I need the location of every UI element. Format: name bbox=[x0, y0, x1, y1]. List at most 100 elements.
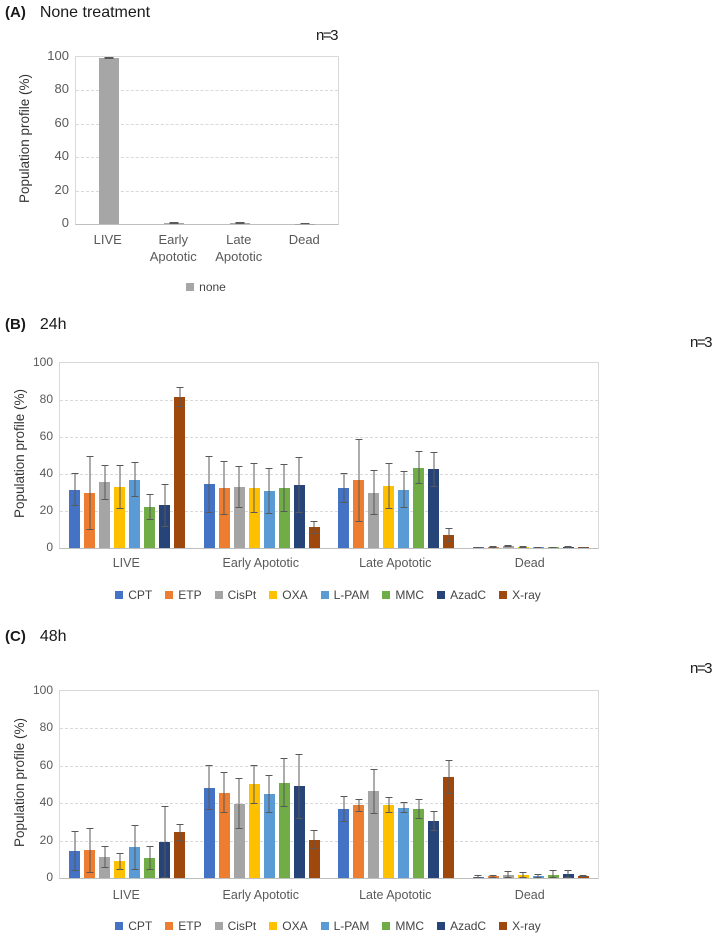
legend-swatch-icon bbox=[382, 922, 391, 930]
error-bar bbox=[355, 438, 363, 523]
error-bar bbox=[86, 827, 94, 873]
panel-letter: (B) bbox=[5, 316, 26, 333]
error-bar-cap bbox=[235, 222, 245, 224]
gridline bbox=[60, 803, 598, 805]
error-bar-cap bbox=[101, 498, 109, 500]
legend-swatch-icon bbox=[320, 922, 329, 930]
error-bar bbox=[235, 222, 245, 224]
bar-mmc-late-apototic bbox=[413, 808, 425, 878]
plot-area bbox=[59, 690, 599, 879]
error-bar-line bbox=[253, 462, 255, 513]
bar-slot bbox=[159, 691, 171, 878]
error-bar-cap bbox=[430, 830, 438, 832]
bar-slot bbox=[413, 363, 425, 548]
legend-swatch-icon bbox=[165, 591, 174, 599]
panel-title: 48h bbox=[39, 628, 67, 645]
error-bar-line bbox=[537, 873, 539, 878]
bar-slot bbox=[308, 363, 320, 548]
bar-x-ray-late-apototic bbox=[443, 777, 455, 878]
legend-label: OXA bbox=[282, 919, 308, 933]
panel-c-48h: (C) 48h n=3 Population profile (%) 0 20 40… bbox=[0, 620, 719, 944]
error-bar-cap bbox=[205, 511, 213, 513]
panel-letter: (A) bbox=[5, 4, 26, 21]
bar-slot bbox=[547, 363, 559, 549]
legend: none bbox=[75, 280, 337, 294]
chart-none-treatment: Population profile (%) 0 20 40 60 80 100 LIVE… bbox=[0, 0, 719, 310]
gridline bbox=[76, 90, 338, 92]
error-bar-line bbox=[358, 438, 360, 523]
error-bar-line bbox=[477, 875, 479, 878]
y-tick-label: 80 bbox=[39, 720, 53, 735]
bar-slot bbox=[383, 363, 395, 548]
bar-slot bbox=[487, 363, 499, 548]
error-bar-cap bbox=[385, 812, 393, 814]
error-bar-line bbox=[388, 797, 390, 814]
bar-slot bbox=[84, 363, 96, 548]
bar-slot bbox=[562, 363, 574, 548]
error-bar bbox=[280, 758, 288, 807]
y-tick-label: 100 bbox=[47, 48, 69, 63]
error-bar bbox=[549, 546, 557, 549]
legend-swatch-icon bbox=[165, 922, 174, 930]
bar-oxa-late-apototic bbox=[383, 805, 395, 878]
legend-label: OXA bbox=[282, 588, 308, 602]
bar-slot bbox=[428, 363, 440, 548]
legend: CPT ETP CisPt OXA L-PAM MMC AzadC X-ray bbox=[59, 588, 597, 602]
error-bar bbox=[235, 778, 243, 829]
legend-item-x-ray: X-ray bbox=[499, 588, 541, 602]
error-bar-line bbox=[149, 494, 151, 521]
legend-item-l-pam: L-PAM bbox=[320, 588, 369, 602]
bar-cpt-late-apototic bbox=[338, 808, 350, 878]
error-bar-line bbox=[298, 457, 300, 513]
error-bar-cap bbox=[131, 496, 139, 498]
bar-slot bbox=[263, 363, 275, 548]
gridline bbox=[76, 190, 338, 192]
bar-slot bbox=[487, 691, 499, 878]
y-tick-label: 0 bbox=[61, 215, 69, 230]
bar-etp-early-apototic bbox=[218, 792, 230, 878]
x-axis-labels: LIVE Early Apototic Late Apototic Dead bbox=[59, 887, 597, 903]
bar-none-live bbox=[98, 58, 119, 224]
legend-item-cpt: CPT bbox=[115, 588, 152, 602]
bar-oxa-early-apototic bbox=[248, 487, 260, 548]
error-bar bbox=[355, 798, 363, 812]
error-bar-line bbox=[358, 798, 360, 812]
plot-area bbox=[75, 56, 339, 225]
bar-slot bbox=[368, 363, 380, 548]
error-bar-cap bbox=[86, 528, 94, 530]
bar-slot bbox=[129, 363, 141, 548]
error-bar bbox=[385, 797, 393, 814]
error-bar bbox=[71, 831, 79, 872]
legend-swatch-icon bbox=[382, 591, 391, 599]
error-bar-line bbox=[164, 806, 166, 878]
bar-slot bbox=[233, 363, 245, 548]
bar-slot bbox=[69, 691, 81, 878]
error-bar-cap bbox=[504, 546, 512, 548]
error-bar-line bbox=[134, 461, 136, 498]
error-bar bbox=[169, 222, 179, 224]
legend-label: ETP bbox=[178, 588, 202, 602]
bar-oxa-early-apototic bbox=[248, 784, 260, 878]
error-bar-cap bbox=[220, 812, 228, 814]
y-tick-label: 20 bbox=[54, 181, 69, 197]
error-bar-cap bbox=[300, 222, 310, 224]
chart-48h: Population profile (%) 0 20 40 60 80 100 LIVE… bbox=[0, 620, 719, 944]
error-bar-line bbox=[343, 473, 345, 503]
error-bar-line bbox=[223, 461, 225, 515]
panel-a-header: (A) None treatment bbox=[5, 4, 150, 22]
legend-item-cispt: CisPt bbox=[214, 919, 256, 933]
bar-l-pam-late-apototic bbox=[398, 489, 410, 548]
legend-label: L-PAM bbox=[333, 919, 370, 933]
error-bar-cap bbox=[400, 811, 408, 813]
gridline bbox=[76, 123, 338, 125]
error-bar bbox=[534, 546, 542, 548]
x-category-label: Dead bbox=[288, 232, 320, 247]
legend-label: ETP bbox=[178, 919, 202, 933]
bar-slot bbox=[472, 363, 484, 548]
error-bar-line bbox=[373, 470, 375, 515]
bar-slot bbox=[532, 363, 544, 548]
error-bar bbox=[295, 753, 303, 820]
bar-oxa-late-apototic bbox=[383, 486, 395, 548]
error-bar bbox=[310, 520, 318, 534]
